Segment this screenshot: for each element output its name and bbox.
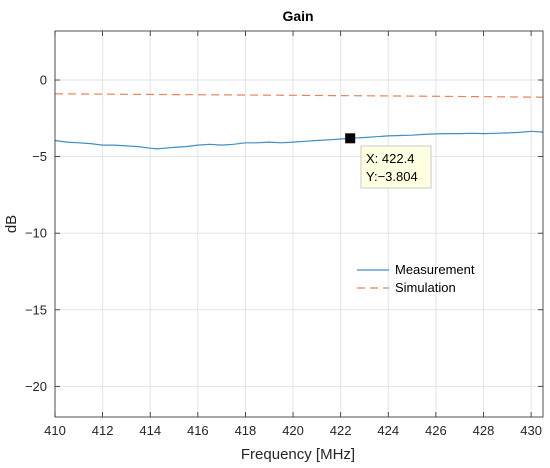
- data-tip-marker[interactable]: [345, 133, 356, 144]
- x-tick-label: 410: [44, 423, 66, 438]
- y-tick-label: 0: [40, 73, 47, 88]
- y-tick-label: −15: [25, 302, 47, 317]
- x-tick-label: 414: [139, 423, 161, 438]
- x-tick-label: 424: [377, 423, 399, 438]
- data-tip-box: [360, 145, 432, 189]
- y-tick-label: −5: [32, 149, 47, 164]
- x-tick-label: 412: [92, 423, 114, 438]
- chart-title: Gain: [282, 8, 313, 24]
- x-tick-label: 420: [282, 423, 304, 438]
- x-tick-label: 430: [520, 423, 542, 438]
- x-tick-label: 416: [187, 423, 209, 438]
- measurement-line: [54, 130, 544, 150]
- x-tick-label: 428: [473, 423, 495, 438]
- data-tip[interactable]: X: 422.4 Y:−3.804: [345, 133, 432, 189]
- x-axis-label: Frequency [MHz]: [241, 446, 355, 463]
- legend-simulation-label: Simulation: [395, 280, 456, 295]
- y-tick-label: −20: [25, 379, 47, 394]
- x-tick-label: 418: [235, 423, 257, 438]
- plot-frame: [54, 30, 544, 418]
- y-ticks: 0 −5 −10 −15 −20: [25, 73, 543, 394]
- x-ticks: 410 412 414 416 418 420 422 424 426 428 430: [44, 31, 542, 438]
- simulation-series: [54, 93, 544, 98]
- legend: Measurement Simulation: [357, 262, 475, 295]
- x-tick-label: 422: [330, 423, 352, 438]
- y-tick-label: −10: [25, 226, 47, 241]
- data-tip-x: X: 422.4: [366, 151, 414, 166]
- simulation-line: [54, 93, 544, 98]
- x-tick-label: 426: [425, 423, 447, 438]
- measurement-series: [54, 130, 544, 150]
- data-tip-y: Y:−3.804: [366, 169, 418, 184]
- y-axis-label: dB: [3, 215, 20, 233]
- legend-measurement-label: Measurement: [395, 262, 475, 277]
- plot-area: [55, 31, 543, 417]
